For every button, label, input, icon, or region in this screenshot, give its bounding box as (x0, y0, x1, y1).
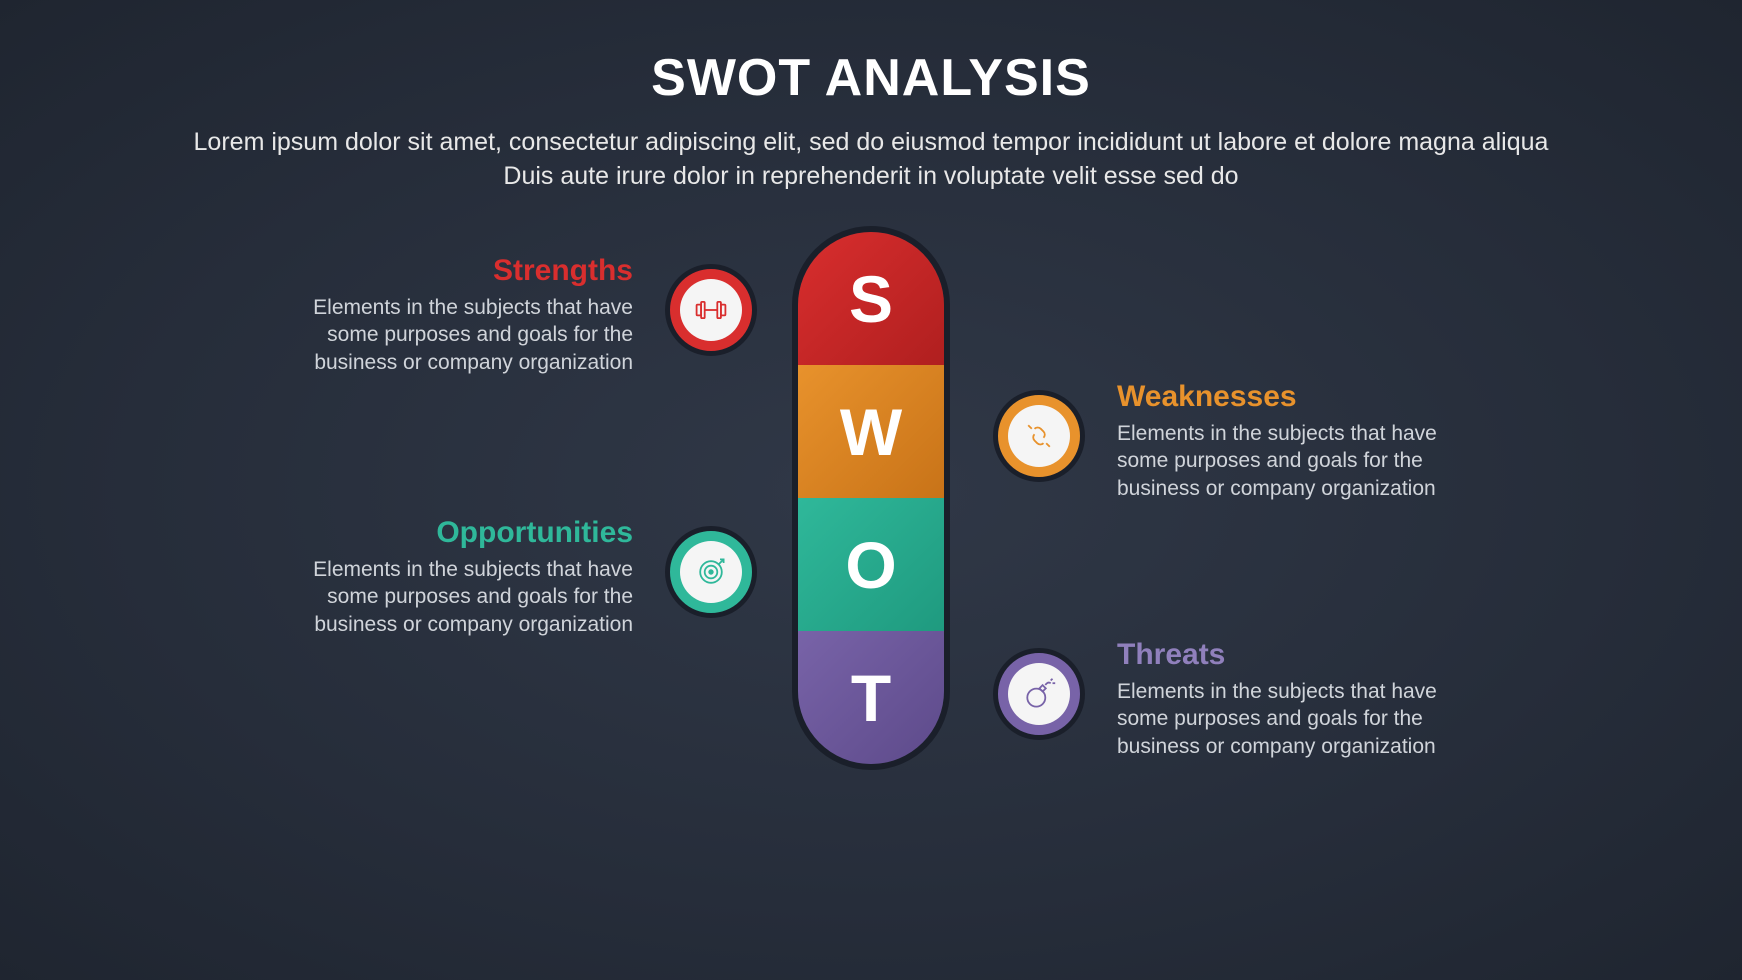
block-threats: Threats Elements in the subjects that ha… (1117, 638, 1447, 760)
pill-letter: S (849, 261, 893, 337)
block-title: Strengths (303, 254, 633, 288)
block-title: Opportunities (303, 516, 633, 550)
icon-circle-threats (993, 648, 1085, 740)
block-strengths: Strengths Elements in the subjects that … (303, 254, 633, 376)
icon-circle-strengths (665, 264, 757, 356)
broken-link-icon (1008, 405, 1070, 467)
pill-seg-w: W (798, 365, 944, 498)
page-subtitle: Lorem ipsum dolor sit amet, consectetur … (145, 126, 1597, 194)
pill-letter: O (845, 527, 896, 603)
swot-pill: S W O T (792, 226, 950, 770)
icon-circle-opportunities (665, 526, 757, 618)
block-desc: Elements in the subjects that have some … (303, 294, 633, 376)
block-desc: Elements in the subjects that have some … (303, 556, 633, 638)
icon-circle-weaknesses (993, 390, 1085, 482)
block-weaknesses: Weaknesses Elements in the subjects that… (1117, 380, 1447, 502)
target-icon (680, 541, 742, 603)
block-title: Weaknesses (1117, 380, 1447, 414)
pill-letter: T (851, 660, 891, 736)
pill-seg-o: O (798, 498, 944, 631)
page-title: SWOT ANALYSIS (145, 0, 1597, 108)
block-title: Threats (1117, 638, 1447, 672)
block-desc: Elements in the subjects that have some … (1117, 420, 1447, 502)
block-opportunities: Opportunities Elements in the subjects t… (303, 516, 633, 638)
dumbbell-icon (680, 279, 742, 341)
swot-infographic: SWOT ANALYSIS Lorem ipsum dolor sit amet… (145, 0, 1597, 817)
pill-letter: W (840, 394, 902, 470)
block-desc: Elements in the subjects that have some … (1117, 678, 1447, 760)
pill-seg-t: T (798, 631, 944, 764)
pill-seg-s: S (798, 232, 944, 365)
bomb-icon (1008, 663, 1070, 725)
